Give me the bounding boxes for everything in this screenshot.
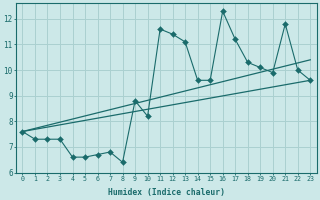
X-axis label: Humidex (Indice chaleur): Humidex (Indice chaleur) [108,188,225,197]
